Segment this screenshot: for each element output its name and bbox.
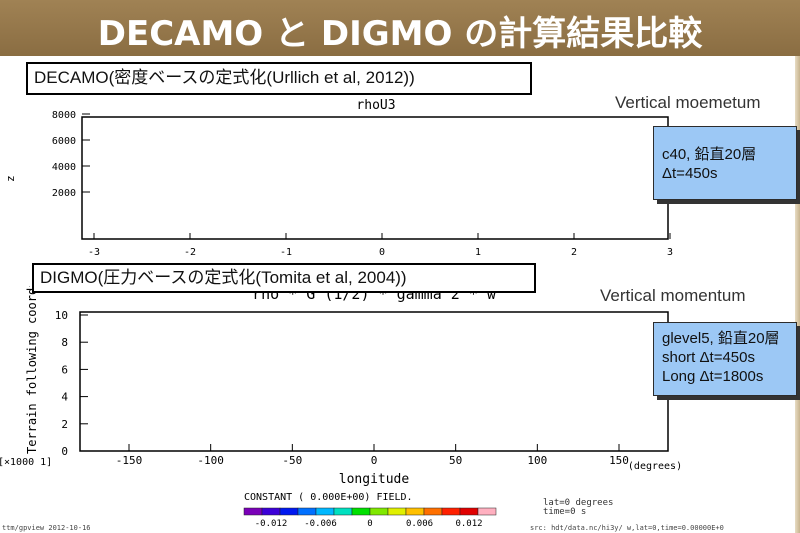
colorbar-tick-label: 0.006: [406, 519, 433, 529]
slide-decoration: [795, 56, 800, 533]
bottom-ytick-label: 8: [61, 336, 68, 349]
bottom-plot-yscale: [×1000 1]: [0, 457, 52, 468]
slide-title-bar: [0, 0, 800, 56]
bottom-ytick-label: 10: [55, 309, 68, 322]
colorbar-cell: [279, 507, 299, 516]
colorbar-cell: [423, 507, 443, 516]
meta-lat: lat=0 degrees: [543, 498, 614, 508]
bottom-ytick-label: 4: [61, 391, 68, 404]
bottom-ytick-label: 0: [61, 445, 68, 458]
bottom-xtick-label: -50: [282, 454, 302, 467]
top-xtick-label: 3: [667, 247, 673, 258]
digmo-info-line3: Long Δt=1800s: [662, 368, 764, 385]
top-plot-ylabel: z: [4, 175, 17, 182]
bottom-xtick-label: 0: [371, 454, 378, 467]
top-plot-frame: [81, 116, 669, 240]
bottom-ytick-label: 6: [61, 363, 68, 376]
colorbar-cell: [477, 507, 497, 516]
colorbar-tick-label: -0.012: [255, 519, 288, 529]
colorbar-tick-label: -0.006: [304, 519, 337, 529]
meta-time: time=0 s: [543, 507, 587, 517]
colorbar-cell: [351, 507, 371, 516]
bottom-xtick-label: 150: [609, 454, 629, 467]
top-xtick-label: -2: [184, 247, 196, 258]
bottom-xtick-label: -150: [116, 454, 143, 467]
colorbar-cell: [405, 507, 425, 516]
colorbar-cell: [243, 507, 263, 516]
top-plot: rhoU3 z 2000 4000 6000 8000 -3 -2 -1 0 1 2 3: [4, 98, 673, 258]
colorbar-cell: [387, 507, 407, 516]
bottom-ytick-label: 2: [61, 418, 68, 431]
bottom-plot: rho * G^(1/2) * gamma^2 * w Terrain foll…: [0, 286, 682, 486]
digmo-label: DIGMO(圧力ベースの定式化(Tomita et al, 2004)): [32, 263, 536, 293]
digmo-info-box: glevel5, 鉛直20層 short Δt=450s Long Δt=180…: [653, 322, 797, 396]
slide-title: DECAMO と DIGMO の計算結果比較: [97, 14, 703, 54]
decamo-label: DECAMO(密度ベースの定式化(Urllich et al, 2012)): [26, 62, 532, 95]
digmo-info-line2: short Δt=450s: [662, 349, 755, 366]
top-side-note: Vertical moemetum: [615, 93, 761, 112]
bottom-xtick-label: 50: [449, 454, 462, 467]
colorbar: -0.012 -0.006 0 0.006 0.012: [243, 507, 497, 529]
bottom-plot-ylabel: Terrain following coordinate: [25, 286, 39, 454]
bottom-plot-xlabel: longitude: [339, 472, 410, 486]
decamo-info-line2: Δt=450s: [662, 165, 718, 182]
colorbar-cell: [441, 507, 461, 516]
top-xtick-label: 1: [475, 247, 481, 258]
bottom-side-note: Vertical momentum: [600, 286, 746, 305]
top-ytick-label: 2000: [52, 188, 76, 199]
top-ytick-label: 6000: [52, 136, 76, 147]
digmo-info-line1: glevel5, 鉛直20層: [662, 330, 780, 347]
colorbar-cell: [459, 507, 479, 516]
bottom-xtick-label: -100: [197, 454, 224, 467]
top-plot-title: rhoU3: [356, 98, 395, 113]
colorbar-cell: [369, 507, 389, 516]
decamo-info-box: c40, 鉛直20層 Δt=450s: [653, 126, 797, 200]
footer-left: ttm/gpview 2012-10-16: [2, 524, 91, 532]
colorbar-caption: CONSTANT ( 0.000E+00) FIELD.: [244, 492, 413, 503]
colorbar-cell: [333, 507, 353, 516]
top-xtick-label: 0: [379, 247, 385, 258]
bottom-xtick-label: 100: [527, 454, 547, 467]
colorbar-tick-label: 0: [367, 519, 372, 529]
top-ytick-label: 4000: [52, 162, 76, 173]
top-xtick-label: -1: [280, 247, 292, 258]
bottom-plot-xunit: (degrees): [628, 461, 682, 472]
top-xtick-label: -3: [88, 247, 100, 258]
colorbar-cell: [261, 507, 281, 516]
bottom-plot-frame: [79, 311, 669, 452]
decamo-info-line1: c40, 鉛直20層: [662, 146, 757, 163]
top-xtick-label: 2: [571, 247, 577, 258]
top-ytick-label: 8000: [52, 110, 76, 121]
colorbar-cell: [315, 507, 335, 516]
colorbar-cell: [297, 507, 317, 516]
colorbar-tick-label: 0.012: [455, 519, 482, 529]
footer-right: src: hdt/data.nc/hi3y/ w,lat=0,time=0.00…: [530, 524, 724, 532]
